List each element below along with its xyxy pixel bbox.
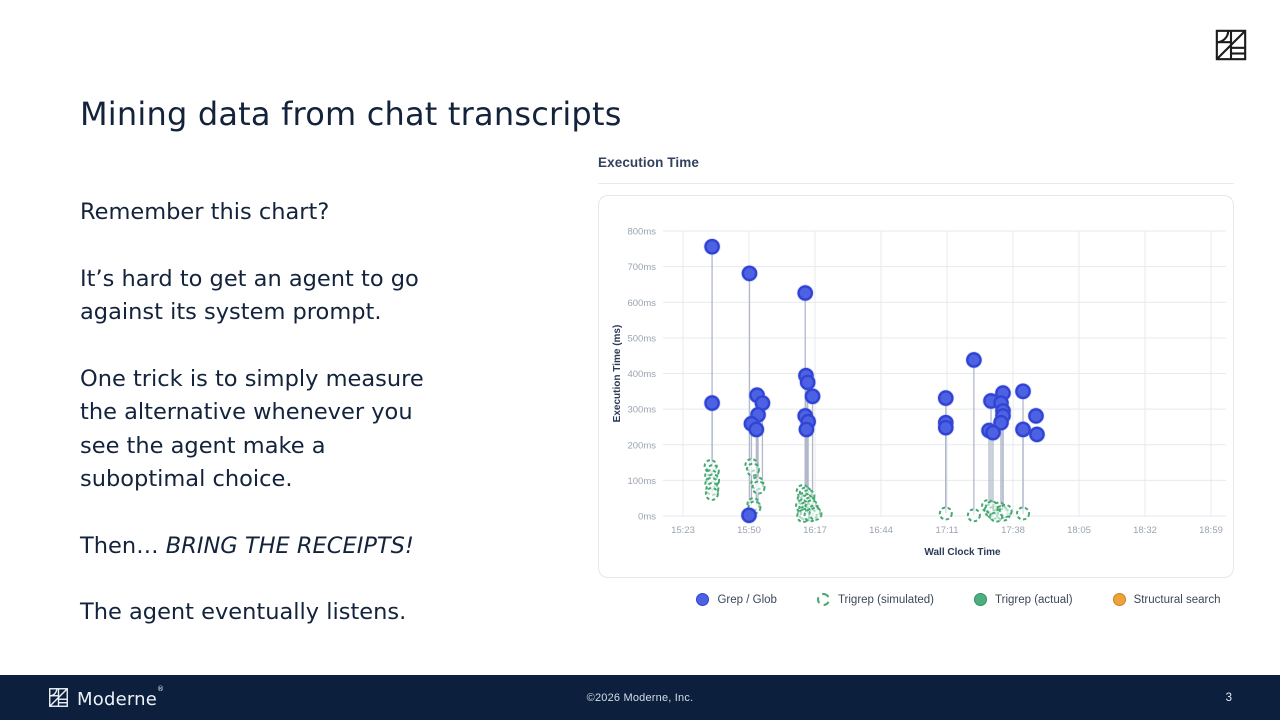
body-copy: Remember this chart? It’s hard to get an… bbox=[80, 196, 530, 663]
svg-text:100ms: 100ms bbox=[627, 476, 656, 487]
svg-text:16:44: 16:44 bbox=[869, 525, 893, 536]
plot-svg: 0ms 100ms 200ms 300ms 400ms 500ms 600ms 700ms 80… bbox=[612, 227, 1226, 558]
page-title: Mining data from chat transcripts bbox=[80, 95, 622, 134]
moderne-logo-icon bbox=[49, 688, 68, 707]
page-number: 3 bbox=[1225, 691, 1232, 704]
svg-text:15:50: 15:50 bbox=[737, 525, 761, 536]
legend-label: Trigrep (actual) bbox=[995, 593, 1073, 606]
svg-text:18:59: 18:59 bbox=[1199, 525, 1223, 536]
body-paragraph: The agent eventually listens. bbox=[80, 599, 407, 625]
svg-text:15:23: 15:23 bbox=[671, 525, 695, 536]
legend-swatch-circle-icon bbox=[974, 593, 988, 606]
svg-text:17:38: 17:38 bbox=[1001, 525, 1025, 536]
legend-label: Grep / Glob bbox=[717, 593, 777, 606]
svg-text:400ms: 400ms bbox=[627, 369, 656, 380]
legend-item: Structural search bbox=[1112, 593, 1221, 606]
body-paragraph: One trick is to simply measure the alter… bbox=[80, 365, 424, 493]
legend-label: Structural search bbox=[1133, 593, 1221, 606]
legend-swatch-circle-icon bbox=[1112, 593, 1126, 606]
legend-swatch-circle-icon bbox=[696, 593, 710, 606]
legend-label: Trigrep (simulated) bbox=[837, 593, 935, 606]
chart-title: Execution Time bbox=[598, 155, 699, 170]
svg-text:800ms: 800ms bbox=[627, 227, 656, 238]
svg-text:600ms: 600ms bbox=[627, 298, 656, 309]
svg-text:Execution Time (ms): Execution Time (ms) bbox=[612, 325, 623, 423]
chart-section: Execution Time 0ms 100ms 200ms 300ms 400ms 50… bbox=[598, 155, 1234, 606]
chart-divider bbox=[598, 183, 1234, 184]
svg-text:18:32: 18:32 bbox=[1133, 525, 1157, 536]
footer-copyright: ©2026 Moderne, Inc. bbox=[586, 691, 694, 704]
svg-text:0ms: 0ms bbox=[638, 512, 656, 523]
svg-text:Wall Clock Time: Wall Clock Time bbox=[924, 547, 1001, 558]
svg-text:300ms: 300ms bbox=[627, 405, 656, 416]
legend-item: Grep / Glob bbox=[696, 593, 777, 606]
body-paragraph: Then… BRING THE RECEIPTS! bbox=[80, 530, 530, 564]
legend-item: Trigrep (actual) bbox=[974, 593, 1073, 606]
legend-swatch-dashed-circle-icon bbox=[816, 593, 830, 606]
chart-card: 0ms 100ms 200ms 300ms 400ms 500ms 600ms 700ms 80… bbox=[598, 195, 1234, 578]
brand-logo-icon bbox=[1214, 28, 1248, 62]
body-paragraph: Remember this chart? bbox=[80, 199, 330, 225]
svg-text:16:17: 16:17 bbox=[803, 525, 827, 536]
footer-logo: Moderne® bbox=[48, 685, 164, 710]
body-text-emphasis: BRING THE RECEIPTS! bbox=[165, 532, 414, 559]
footer-brand-name: Moderne® bbox=[77, 685, 165, 710]
chart-legend: Grep / Glob Trigrep (simulated) Trigrep (a… bbox=[683, 593, 1234, 606]
svg-text:500ms: 500ms bbox=[627, 333, 656, 344]
registered-mark: ® bbox=[157, 685, 165, 693]
body-text: Then… bbox=[80, 532, 166, 559]
svg-text:200ms: 200ms bbox=[627, 440, 656, 451]
footer-bar: Moderne® ©2026 Moderne, Inc. 3 bbox=[0, 675, 1280, 720]
svg-text:700ms: 700ms bbox=[627, 262, 656, 273]
body-paragraph: It’s hard to get an agent to go against … bbox=[80, 265, 419, 326]
svg-text:18:05: 18:05 bbox=[1067, 525, 1091, 536]
legend-item: Trigrep (simulated) bbox=[816, 593, 935, 606]
svg-text:17:11: 17:11 bbox=[935, 525, 958, 536]
